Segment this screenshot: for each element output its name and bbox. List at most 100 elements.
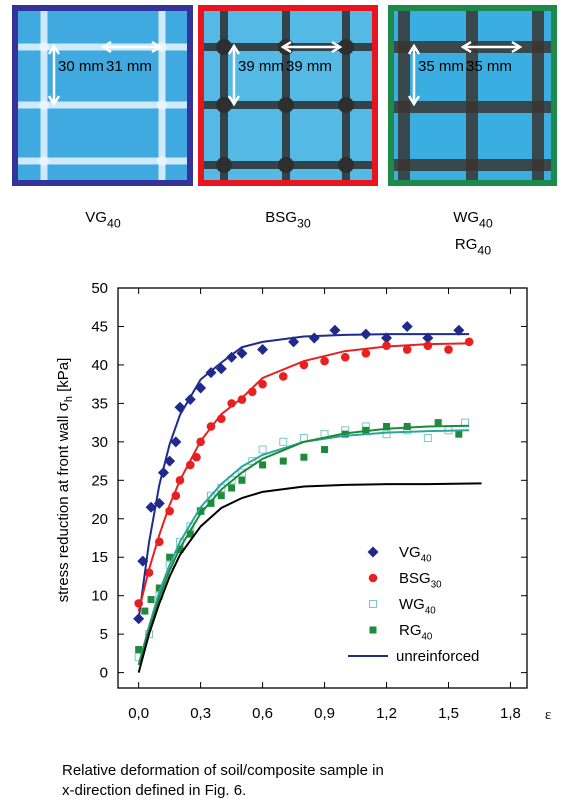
legend-label: unreinforced <box>396 648 479 665</box>
dimension-label: 35 mm <box>466 58 512 75</box>
point <box>340 352 350 362</box>
arrow-head <box>460 40 523 54</box>
junction <box>338 157 354 173</box>
point <box>422 332 434 344</box>
dimension-label: 39 mm <box>286 58 332 75</box>
point <box>464 337 474 347</box>
legend-label: WG40 <box>399 596 436 617</box>
point <box>403 422 411 430</box>
junction <box>467 160 477 170</box>
junction <box>533 102 543 112</box>
point <box>402 345 412 354</box>
legend-label: RG40 <box>399 622 433 643</box>
photo-caption-sub: 40 <box>477 244 491 258</box>
junction <box>216 97 232 113</box>
point <box>207 499 215 507</box>
point <box>381 332 393 344</box>
x-tick-label: 0,0 <box>128 705 149 722</box>
y-tick-label: 20 <box>91 511 108 528</box>
junction <box>39 100 49 110</box>
legend-marker <box>369 600 377 608</box>
point <box>329 324 341 336</box>
y-tick-label: 45 <box>91 318 108 335</box>
arrow-head <box>227 43 241 107</box>
point <box>300 453 308 461</box>
y-axis-label: stress reduction at front wall σh [kPa] <box>55 358 75 603</box>
point <box>279 457 287 465</box>
junction <box>39 156 49 166</box>
x-tick-label: 0,6 <box>252 705 273 722</box>
point <box>444 345 453 354</box>
photo-caption-base: BSG <box>265 209 297 226</box>
dimension-label: 30 mm <box>58 58 104 75</box>
fit-line <box>137 429 470 666</box>
y-tick-label: 0 <box>100 665 108 682</box>
legend-label-sub: 40 <box>422 632 433 643</box>
point <box>434 419 442 427</box>
legend-marker <box>367 546 379 558</box>
junction <box>338 97 354 113</box>
junction <box>216 39 232 55</box>
point <box>278 372 288 381</box>
strand <box>398 5 410 186</box>
junction <box>157 100 167 110</box>
point <box>257 344 269 356</box>
point <box>238 476 246 484</box>
point <box>279 437 288 446</box>
point <box>455 430 463 438</box>
y-tick-label: 40 <box>91 357 108 374</box>
legend-label: VG40 <box>399 544 432 565</box>
point <box>228 484 236 492</box>
point <box>453 324 465 336</box>
strand <box>466 5 478 186</box>
junction <box>39 42 49 52</box>
y-tick-label: 25 <box>91 472 108 489</box>
y-tick-label: 50 <box>91 280 108 297</box>
photo-caption-sub: 30 <box>297 217 311 231</box>
point <box>258 379 267 389</box>
strand <box>158 5 166 186</box>
x-tick-label: 1,2 <box>376 705 397 722</box>
x-axis-label: ε <box>545 707 551 723</box>
photo-caption: BSG30 <box>265 209 311 231</box>
point <box>197 507 205 515</box>
point <box>237 468 246 477</box>
photo-caption-base: VG <box>85 209 107 226</box>
x-tick-label: 0,3 <box>190 705 211 722</box>
plot-frame <box>117 287 528 689</box>
point <box>259 461 267 469</box>
junction <box>157 156 167 166</box>
point <box>237 395 247 404</box>
photo-border <box>388 5 557 186</box>
arrow-head <box>100 40 163 54</box>
point <box>321 446 329 454</box>
dimension-label: 31 mm <box>106 58 152 75</box>
legend-label-base: WG <box>399 596 425 613</box>
strand <box>12 101 193 109</box>
junction <box>338 39 354 55</box>
arrow-head <box>280 40 343 54</box>
photo-caption-sub: 40 <box>479 217 493 231</box>
point <box>141 607 149 615</box>
junction <box>533 160 543 170</box>
point <box>236 347 248 359</box>
junction <box>278 97 294 113</box>
caption: x-direction defined in Fig. 6. <box>62 782 246 799</box>
arrow-head <box>407 43 421 107</box>
point <box>258 445 267 454</box>
point <box>382 430 391 439</box>
x-tick-label: 1,8 <box>500 705 521 722</box>
point <box>308 332 320 344</box>
legend-marker <box>368 573 378 583</box>
y-tick-label: 5 <box>100 626 108 643</box>
strand <box>12 157 193 165</box>
y-tick-label: 30 <box>91 434 108 451</box>
strand <box>282 5 290 186</box>
point <box>217 492 225 500</box>
point <box>147 596 155 604</box>
strand <box>342 5 350 186</box>
fit-line <box>137 482 482 673</box>
point <box>320 356 329 366</box>
point <box>423 341 433 350</box>
